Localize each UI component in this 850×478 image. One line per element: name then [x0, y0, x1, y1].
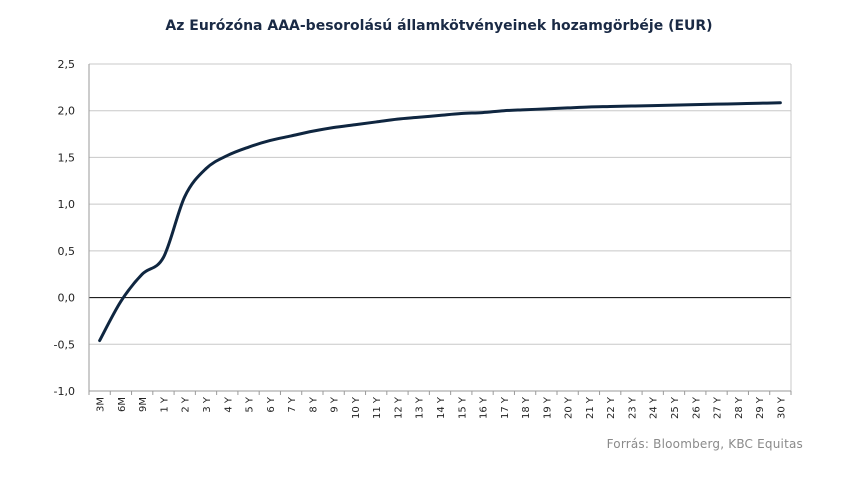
gridlines — [89, 63, 791, 392]
x-tick-label: 27 Y — [713, 396, 724, 419]
yield-curve-line — [98, 101, 782, 343]
x-tick-label: 21 Y — [585, 396, 596, 419]
x-tick-label: 18 Y — [521, 396, 532, 419]
y-tick-label: 1,0 — [58, 198, 76, 211]
x-tick-label: 17 Y — [500, 396, 511, 419]
x-tick-label: 29 Y — [755, 396, 766, 419]
x-tick-label: 7 Y — [287, 396, 298, 413]
x-tick-label: 6 Y — [266, 396, 277, 413]
series-layer — [98, 101, 782, 343]
x-tick-label: 12 Y — [393, 396, 404, 419]
y-tick-label: 2,0 — [58, 105, 76, 118]
x-tick-label: 15 Y — [457, 396, 468, 419]
y-tick-label: 0,0 — [58, 292, 76, 305]
x-tick-label: 9 Y — [330, 396, 341, 413]
x-tick-label: 14 Y — [436, 396, 447, 419]
x-tick-label: 1 Y — [159, 396, 170, 413]
x-tick-label: 4 Y — [223, 396, 234, 413]
x-tick-label: 11 Y — [372, 396, 383, 419]
x-tick-label: 22 Y — [606, 396, 617, 419]
y-tick-label: -1,0 — [54, 385, 75, 398]
y-tick-labels: -1,0 -0,5 0,0 0,5 1,0 1,5 2,0 2,5 — [54, 58, 75, 398]
x-tick-label: 13 Y — [415, 396, 426, 419]
x-tick-label: 20 Y — [564, 396, 575, 419]
x-tick-label: 3M — [96, 397, 107, 412]
x-tick-label: 6M — [117, 397, 128, 412]
x-tick-label: 28 Y — [734, 396, 745, 419]
x-tick-label: 24 Y — [649, 396, 660, 419]
x-tick-label: 10 Y — [351, 396, 362, 419]
y-tick-label: 0,5 — [58, 245, 76, 258]
x-tick-label: 19 Y — [542, 396, 553, 419]
source-note: Forrás: Bloomberg, KBC Equitas — [606, 437, 803, 451]
chart-title: Az Eurózóna AAA-besorolású államkötvénye… — [165, 18, 713, 34]
x-tick-labels: 3M 6M 9M 1 Y 2 Y 3 Y 4 Y 5 Y 6 Y 7 Y 8 Y 9 Y 10 Y 11 … — [96, 396, 788, 419]
x-tick-label: 25 Y — [670, 396, 681, 419]
x-tick-label: 26 Y — [691, 396, 702, 419]
y-tick-label: 2,5 — [58, 58, 76, 71]
x-tick-label: 5 Y — [245, 396, 256, 413]
y-tick-label: 1,5 — [58, 151, 76, 164]
x-tick-label: 2 Y — [181, 396, 192, 413]
x-tick-label: 9M — [138, 397, 149, 412]
x-tick-label: 30 Y — [776, 396, 787, 419]
x-tick-label: 23 Y — [627, 396, 638, 419]
x-tick-label: 16 Y — [479, 396, 490, 419]
x-tick-label: 8 Y — [308, 396, 319, 413]
y-tick-label: -0,5 — [54, 338, 75, 351]
x-tick-label: 3 Y — [202, 396, 213, 413]
axes — [88, 64, 792, 395]
